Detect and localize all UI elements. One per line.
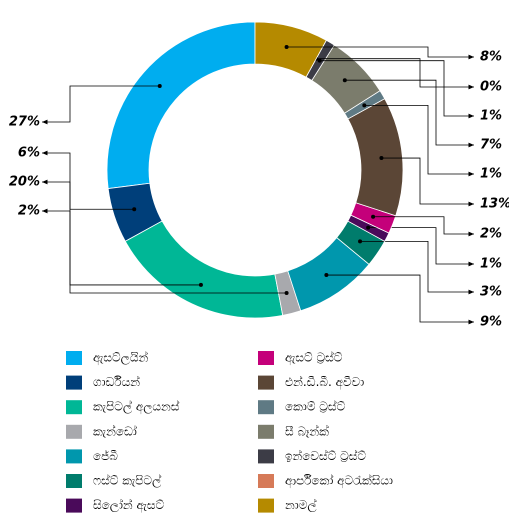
leader-line <box>368 227 474 267</box>
leader-line <box>319 60 474 119</box>
donut-slice <box>124 220 284 319</box>
legend-label: එන්.ඩී.බී. අවීවා <box>285 375 364 390</box>
legend-swatch <box>258 498 274 513</box>
legend-swatch <box>258 424 274 439</box>
legend-label: කැන්ඩෝ <box>93 424 137 438</box>
legend-swatch <box>66 474 82 488</box>
leader-line <box>360 240 474 295</box>
data-label: 0% <box>480 80 502 95</box>
leader-line <box>42 85 160 125</box>
leader-line <box>381 157 474 207</box>
legend-label: නාමල් <box>285 498 316 513</box>
legend-label: ජේබී <box>93 449 118 463</box>
leader-line <box>326 274 474 325</box>
legend-swatch <box>258 449 274 464</box>
legend-label: ෆස්ට් කැපිටල් <box>93 473 161 488</box>
data-label: 27% <box>9 115 40 130</box>
legend-label: ඉන්වෙස්ට් ට්‍රස්ට් <box>285 449 366 463</box>
legend-label: ගාර්ඩියන් <box>93 375 140 389</box>
data-label: 7% <box>480 138 502 153</box>
legend-label: ආර්පිකෝ අටරැක්සියා <box>285 473 393 488</box>
legend-swatch <box>258 351 274 365</box>
leader-line <box>373 216 474 237</box>
legend-swatch <box>66 400 82 415</box>
donut-slice <box>254 21 327 78</box>
legend-swatch <box>66 498 82 513</box>
donut-slice <box>347 98 404 217</box>
data-label: 3% <box>480 285 502 300</box>
donut-slice <box>106 21 256 189</box>
legend-label: ඇසට්ලයින් <box>93 350 148 365</box>
leader-line <box>286 46 474 60</box>
data-label: 9% <box>480 315 502 330</box>
data-label: 2% <box>480 227 502 242</box>
leader-line <box>42 150 135 210</box>
leader-line <box>42 208 287 294</box>
legend-label: ඇසට් ට්‍රස්ට් <box>285 350 343 365</box>
legend-swatch <box>66 424 82 439</box>
data-label: 1% <box>480 257 502 272</box>
legend-label: සී බෑන්ක් <box>285 424 329 438</box>
legend-swatch <box>258 474 274 488</box>
leader-line <box>344 79 474 148</box>
leader-line <box>364 104 474 177</box>
legend-label: කොම් ට්‍රස්ට් <box>285 400 346 414</box>
legend-label: කැපිටල් අලයනස් <box>93 400 180 415</box>
data-label: 8% <box>480 50 502 65</box>
legend-swatch <box>66 449 82 464</box>
legend-swatch <box>258 400 274 415</box>
legend-label: සිලෝන් ඇසට් <box>93 498 165 513</box>
data-label: 1% <box>480 167 502 182</box>
data-label: 2% <box>18 204 40 219</box>
data-label: 6% <box>18 146 40 161</box>
data-label: 20% <box>9 175 40 190</box>
leader-line <box>316 58 474 90</box>
data-label: 13% <box>480 197 509 212</box>
legend-swatch <box>66 351 82 365</box>
legend-swatch <box>66 375 82 390</box>
legend-swatch <box>258 375 274 390</box>
data-label: 1% <box>480 109 502 124</box>
